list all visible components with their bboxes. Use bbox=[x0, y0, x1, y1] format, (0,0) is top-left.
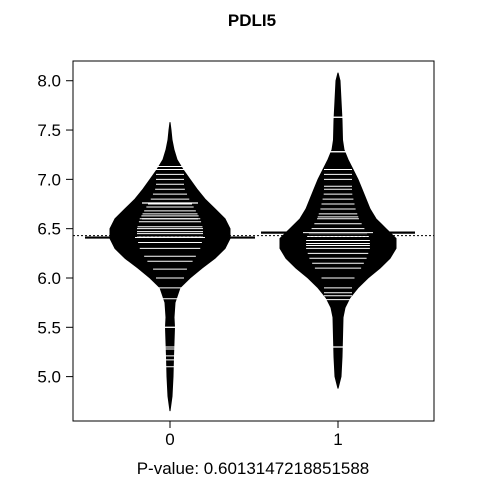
x-tick-label: 0 bbox=[165, 430, 174, 449]
y-tick-label: 6.0 bbox=[37, 269, 61, 288]
bean-density-shape bbox=[279, 72, 397, 389]
bean-0 bbox=[85, 122, 255, 412]
y-tick-label: 7.5 bbox=[37, 121, 61, 140]
y-tick-label: 6.5 bbox=[37, 220, 61, 239]
x-tick-label: 1 bbox=[333, 430, 342, 449]
bean-1 bbox=[261, 72, 415, 389]
beans bbox=[85, 72, 415, 412]
y-tick-label: 5.0 bbox=[37, 368, 61, 387]
y-tick-label: 7.0 bbox=[37, 170, 61, 189]
bean-density-shape bbox=[109, 122, 231, 412]
y-axis: 5.0 5.5 6.0 6.5 7.0 7.5 8.0 bbox=[37, 72, 73, 387]
plot-frame bbox=[72, 60, 435, 422]
chart-title: PDLI5 bbox=[228, 11, 276, 30]
y-tick-label: 8.0 bbox=[37, 72, 61, 91]
y-tick-label: 5.5 bbox=[37, 318, 61, 337]
x-axis-label: P-value: 0.6013147218851588 bbox=[137, 459, 370, 478]
